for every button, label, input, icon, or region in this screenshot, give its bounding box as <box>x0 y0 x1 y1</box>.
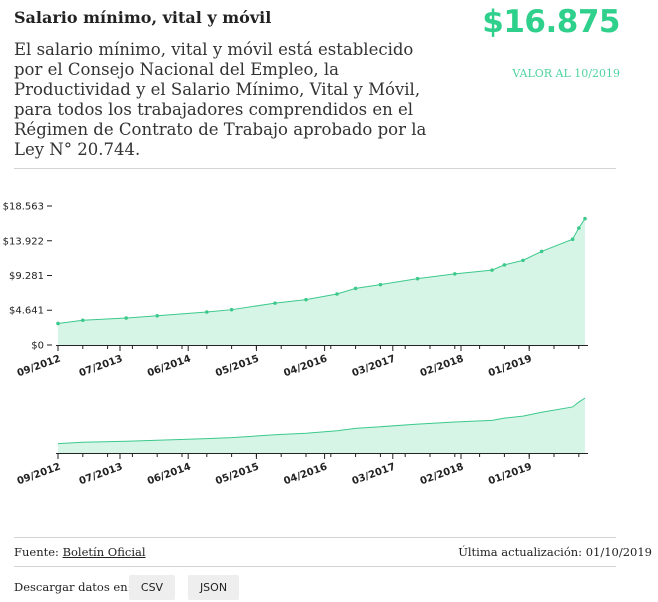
data-point[interactable] <box>577 226 581 230</box>
x-tick-label: 04/2016 <box>282 461 328 487</box>
x-tick-label: 05/2015 <box>214 461 260 487</box>
overview-area-chart[interactable]: 09/2012 07/2013 06/2014 05/2015 04/2016 03/20… <box>0 392 658 502</box>
source-line: Fuente: Boletín Oficial <box>14 545 146 559</box>
source-label: Fuente: <box>14 545 59 559</box>
data-point[interactable] <box>521 258 525 263</box>
x-tick-label: 06/2014 <box>146 461 192 487</box>
x-tick-label: 03/2017 <box>351 461 397 487</box>
y-tick-label: $18.563 <box>3 202 44 213</box>
data-point[interactable] <box>205 310 209 314</box>
value-date: VALOR AL 10/2019 <box>512 67 620 80</box>
x-tick-label: 02/2018 <box>419 353 465 379</box>
x-tick-label: 06/2014 <box>146 353 192 379</box>
data-point[interactable] <box>502 263 507 267</box>
x-tick-label: 07/2013 <box>78 353 124 379</box>
y-tick-label: $13.922 <box>3 236 44 247</box>
series-line <box>57 218 586 324</box>
data-point[interactable] <box>415 276 420 281</box>
data-point[interactable] <box>229 307 234 312</box>
data-point[interactable] <box>570 237 575 242</box>
data-point[interactable] <box>304 297 308 302</box>
data-point[interactable] <box>453 272 457 276</box>
last-updated: Última actualización: 01/10/2019 <box>458 545 652 559</box>
current-value: $16.875 <box>482 4 620 40</box>
data-point[interactable] <box>490 268 494 272</box>
x-tick-label: 04/2016 <box>282 353 328 379</box>
footer-divider-bottom <box>14 566 616 567</box>
data-point[interactable] <box>539 249 544 254</box>
x-tick-label: 09/2012 <box>16 353 62 379</box>
source-link[interactable]: Boletín Oficial <box>62 545 146 559</box>
json-download-button[interactable]: JSON <box>188 575 239 600</box>
download-label: Descargar datos en: <box>14 580 132 594</box>
x-tick-label: 01/2019 <box>487 353 533 379</box>
data-point[interactable] <box>378 282 383 287</box>
chart-description: El salario mínimo, vital y móvil está es… <box>14 40 427 159</box>
data-point[interactable] <box>155 313 159 318</box>
y-tick-label: $0 <box>31 341 44 352</box>
x-tick-label: 07/2013 <box>78 461 124 487</box>
data-point[interactable] <box>56 321 60 326</box>
data-point[interactable] <box>583 216 587 221</box>
y-tick-label: $9.281 <box>9 271 44 282</box>
csv-download-button[interactable]: CSV <box>129 575 175 600</box>
data-point[interactable] <box>273 301 277 305</box>
data-point[interactable] <box>81 318 85 323</box>
data-point[interactable] <box>335 292 339 296</box>
x-tick-label: 09/2012 <box>16 461 62 487</box>
x-tick-label: 05/2015 <box>214 353 260 379</box>
y-tick-label: $4.641 <box>9 306 44 317</box>
x-tick-label: 02/2018 <box>419 461 465 487</box>
data-point[interactable] <box>353 286 358 291</box>
footer-divider-top <box>14 537 616 538</box>
main-area-chart[interactable]: $0 $4.641 $9.281 $13.922 $18.563 09/2012 07/20… <box>0 190 658 400</box>
x-tick-label: 01/2019 <box>487 461 533 487</box>
chart-title: Salario mínimo, vital y móvil <box>14 8 272 27</box>
overview-series-line <box>57 397 586 445</box>
x-tick-label: 03/2017 <box>351 353 397 379</box>
area-fill <box>58 218 585 345</box>
overview-area-fill <box>58 398 585 453</box>
top-divider <box>14 168 616 169</box>
data-point[interactable] <box>124 316 128 320</box>
